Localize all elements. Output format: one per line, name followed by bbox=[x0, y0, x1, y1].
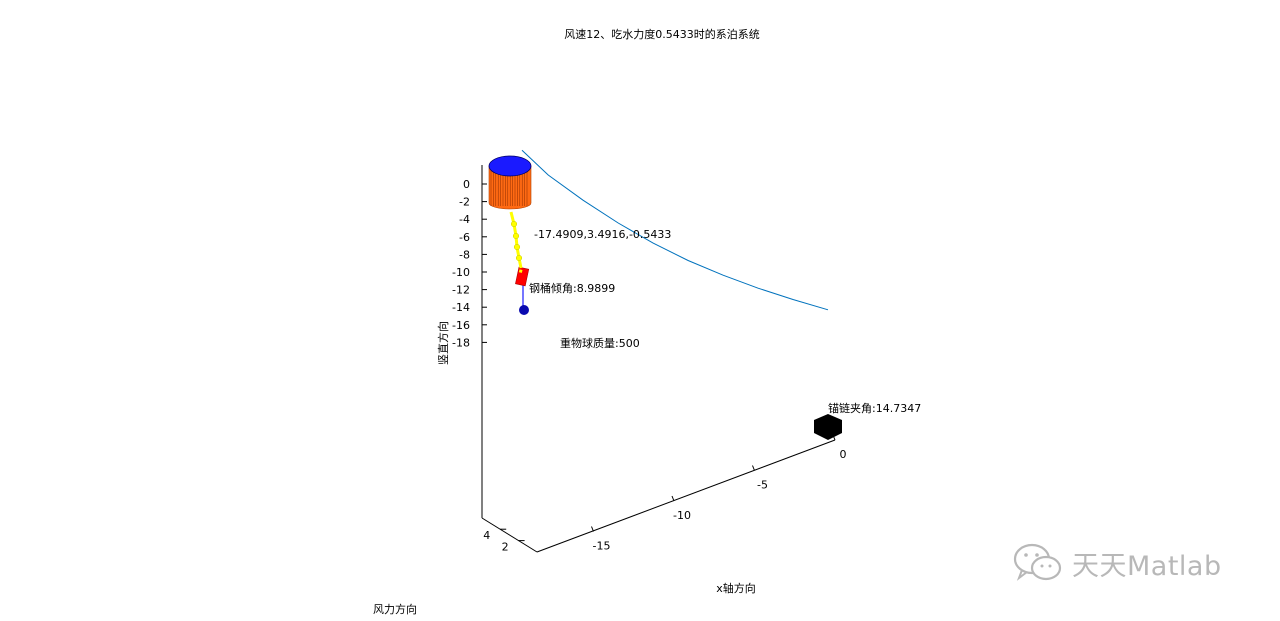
y-axis-line bbox=[481, 517, 538, 553]
z-tick-label: -16 bbox=[452, 319, 470, 332]
z-tick-label: -10 bbox=[452, 266, 470, 279]
z-axis-label: 竖直方向 bbox=[436, 321, 450, 365]
x-tick-mark bbox=[591, 526, 594, 532]
z-tick-label: -12 bbox=[452, 284, 470, 297]
heavy-ball bbox=[519, 305, 529, 315]
wechat-icon bbox=[1013, 543, 1062, 581]
barrel-tilt-label: 钢桶倾角:8.9899 bbox=[529, 281, 615, 295]
z-tick-label: -4 bbox=[459, 213, 470, 226]
y-axis-label: 风力方向 bbox=[373, 602, 417, 616]
z-tick-label: -2 bbox=[459, 196, 470, 209]
x-tick-label: 0 bbox=[840, 448, 847, 461]
buoy-top bbox=[488, 155, 532, 177]
z-tick-label: -14 bbox=[452, 301, 470, 314]
axes bbox=[481, 165, 836, 553]
buoy-position-label: -17.4909,3.4916,-0.5433 bbox=[534, 228, 671, 241]
z-axis-ticks: 0 -2 -4 -6 -8 -10 -12 -14 -16 -18 bbox=[452, 178, 487, 349]
y-axis-ticks: 42 bbox=[483, 528, 525, 554]
y-tick-label: 2 bbox=[502, 541, 509, 554]
chart-title: 风速12、吃水力度0.5433时的系泊系统 bbox=[564, 27, 760, 41]
ball-mass-label: 重物球质量:500 bbox=[560, 336, 640, 350]
pipe-joint bbox=[513, 243, 521, 251]
steel-barrel bbox=[515, 266, 530, 287]
y-tick-label: 4 bbox=[483, 529, 490, 542]
anchor-chain-curve bbox=[521, 149, 829, 311]
watermark-text: 天天Matlab bbox=[1072, 550, 1222, 582]
pipe-joint bbox=[512, 232, 520, 240]
x-tick-mark bbox=[671, 495, 675, 502]
x-tick-label: -10 bbox=[673, 509, 691, 522]
steel-pipes bbox=[509, 211, 523, 269]
buoy-stripes bbox=[490, 170, 528, 206]
pipe-joint bbox=[515, 254, 523, 262]
z-tick-label: -8 bbox=[459, 248, 470, 261]
x-tick-label: -5 bbox=[757, 479, 768, 492]
x-axis-line bbox=[536, 439, 836, 553]
x-tick-mark bbox=[752, 465, 755, 471]
pipe-joint bbox=[510, 220, 518, 228]
x-axis-label: x轴方向 bbox=[716, 581, 756, 595]
x-axis-ticks: 0 -5 -10 -15 bbox=[591, 434, 847, 553]
z-tick-label: 0 bbox=[463, 178, 470, 191]
z-tick-label: -6 bbox=[459, 231, 470, 244]
x-tick-label: -15 bbox=[593, 540, 611, 553]
z-tick-label: -18 bbox=[452, 336, 470, 349]
anchor bbox=[814, 414, 842, 440]
buoy bbox=[488, 155, 532, 210]
chain-angle-label: 锚链夹角:14.7347 bbox=[828, 401, 921, 415]
watermark: 天天Matlab bbox=[1012, 541, 1222, 585]
